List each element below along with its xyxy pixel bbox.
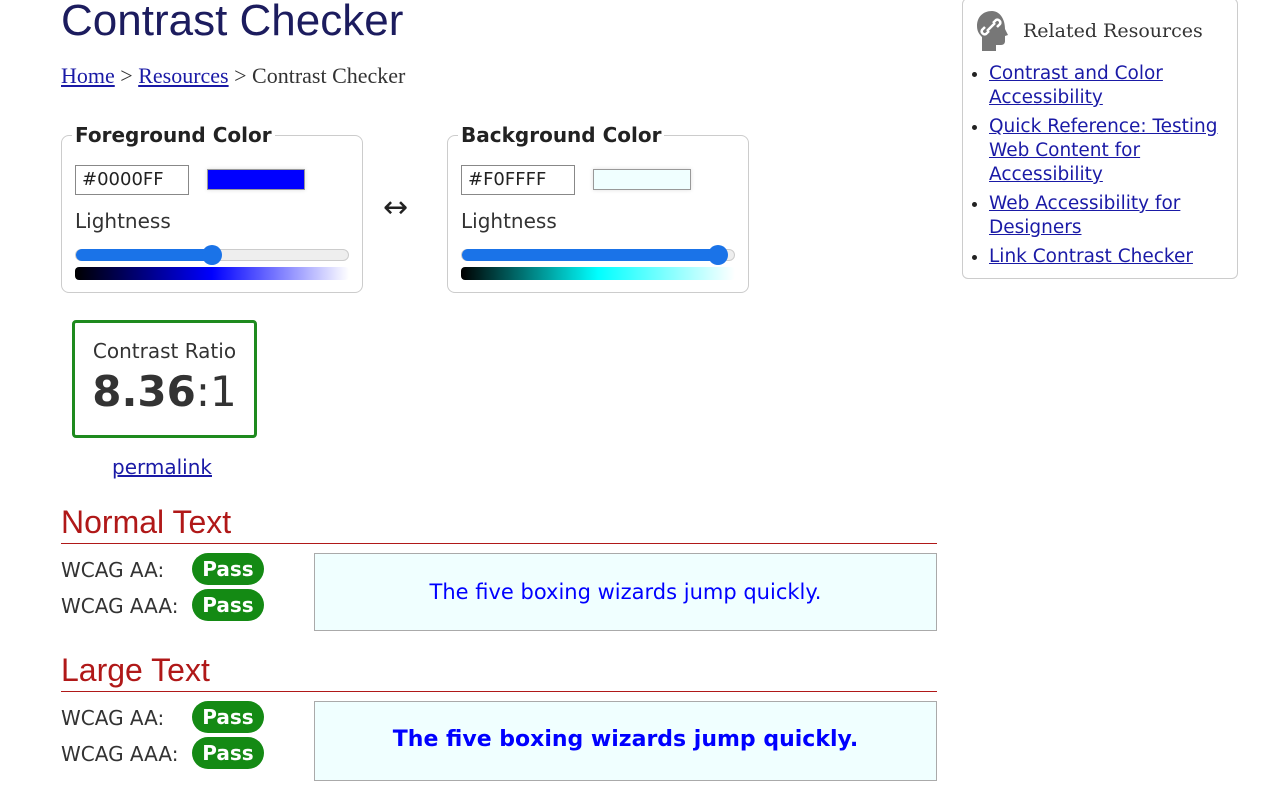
large-aa-badge: Pass <box>192 701 264 733</box>
background-lightness-gradient <box>461 267 735 280</box>
permalink[interactable]: permalink <box>112 455 212 479</box>
contrast-ratio-value: 8.36:1 <box>92 367 237 416</box>
foreground-lightness-gradient <box>75 267 349 280</box>
link-head-icon <box>977 11 1008 51</box>
normal-aaa-badge: Pass <box>192 589 264 621</box>
normal-aa-badge: Pass <box>192 553 264 585</box>
large-aaa-label: WCAG AAA: <box>61 742 179 766</box>
breadcrumb-current: Contrast Checker <box>252 63 406 88</box>
foreground-hex-input[interactable]: #0000FF <box>75 165 189 195</box>
related-resources-sidebar: Related Resources Contrast and Color Acc… <box>962 0 1238 279</box>
background-lightness-slider[interactable] <box>461 245 735 265</box>
related-link[interactable]: Link Contrast Checker <box>989 246 1193 267</box>
list-item: Link Contrast Checker <box>989 245 1234 269</box>
list-item: Quick Reference: Testing Web Content for… <box>989 115 1234 187</box>
background-color-panel: Background Color #F0FFFF Lightness <box>447 123 749 293</box>
background-color-picker[interactable] <box>593 169 691 190</box>
breadcrumb-resources[interactable]: Resources <box>138 63 229 88</box>
background-legend: Background Color <box>458 123 665 147</box>
large-aaa-badge: Pass <box>192 737 264 769</box>
normal-aaa-label: WCAG AAA: <box>61 594 179 618</box>
foreground-color-picker[interactable] <box>207 169 305 190</box>
list-item: Web Accessibility for Designers <box>989 192 1234 240</box>
related-link[interactable]: Contrast and Color Accessibility <box>989 63 1163 108</box>
large-text-sample: The five boxing wizards jump quickly. <box>314 701 937 781</box>
normal-aa-label: WCAG AA: <box>61 558 165 582</box>
foreground-color-panel: Foreground Color #0000FF Lightness <box>61 123 363 293</box>
breadcrumb-separator: > <box>120 63 133 88</box>
swap-colors-icon[interactable]: ↔ <box>383 190 409 225</box>
slider-thumb[interactable] <box>707 245 728 265</box>
breadcrumb-home[interactable]: Home <box>61 63 115 88</box>
slider-thumb[interactable] <box>202 245 222 265</box>
breadcrumb-separator: > <box>234 63 247 88</box>
list-item: Contrast and Color Accessibility <box>989 62 1234 110</box>
related-links: Contrast and Color Accessibility Quick R… <box>989 62 1234 274</box>
normal-text-heading: Normal Text <box>61 504 937 544</box>
foreground-legend: Foreground Color <box>72 123 275 147</box>
related-resources-heading: Related Resources <box>1023 20 1203 42</box>
contrast-ratio-box: Contrast Ratio 8.36:1 <box>72 320 257 438</box>
related-link[interactable]: Web Accessibility for Designers <box>989 193 1181 238</box>
background-hex-input[interactable]: #F0FFFF <box>461 165 575 195</box>
large-text-heading: Large Text <box>61 652 937 692</box>
breadcrumb: Home > Resources > Contrast Checker <box>61 63 405 89</box>
large-aa-label: WCAG AA: <box>61 706 165 730</box>
page-title: Contrast Checker <box>61 0 404 45</box>
foreground-lightness-slider[interactable] <box>75 245 349 265</box>
related-link[interactable]: Quick Reference: Testing Web Content for… <box>989 116 1218 185</box>
foreground-lightness-label: Lightness <box>75 209 171 233</box>
contrast-ratio-label: Contrast Ratio <box>92 339 237 363</box>
background-lightness-label: Lightness <box>461 209 557 233</box>
normal-text-sample: The five boxing wizards jump quickly. <box>314 553 937 631</box>
